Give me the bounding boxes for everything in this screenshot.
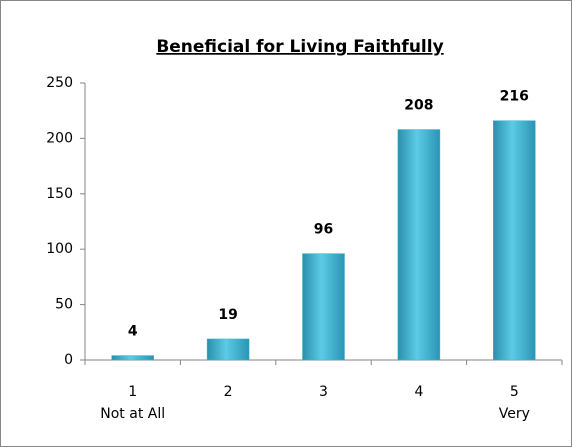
y-tick-label: 150 — [46, 186, 73, 202]
data-label: 208 — [404, 98, 433, 114]
x-tick-label: 2 — [224, 384, 233, 400]
x-tick-sublabel: Very — [499, 406, 530, 422]
y-tick-label: 50 — [55, 297, 73, 313]
bar — [206, 338, 250, 361]
data-label: 4 — [128, 324, 138, 340]
data-label: 216 — [500, 89, 529, 105]
bar — [111, 355, 154, 361]
y-tick-label: 0 — [64, 352, 73, 368]
x-tick-label: 3 — [319, 384, 328, 400]
bar — [302, 253, 345, 361]
y-tick-label: 200 — [46, 130, 73, 146]
x-tick-label: 1 — [128, 384, 137, 400]
chart-title: Beneficial for Living Faithfully — [156, 37, 443, 57]
bar — [493, 120, 536, 361]
x-tick-label: 5 — [510, 384, 519, 400]
x-tick-label: 4 — [414, 384, 423, 400]
y-tick-label: 250 — [46, 75, 73, 91]
data-label: 19 — [218, 307, 237, 323]
bar — [397, 129, 441, 361]
x-tick-sublabel: Not at All — [100, 406, 165, 422]
y-tick-label: 100 — [46, 241, 73, 257]
data-label: 96 — [314, 222, 333, 238]
